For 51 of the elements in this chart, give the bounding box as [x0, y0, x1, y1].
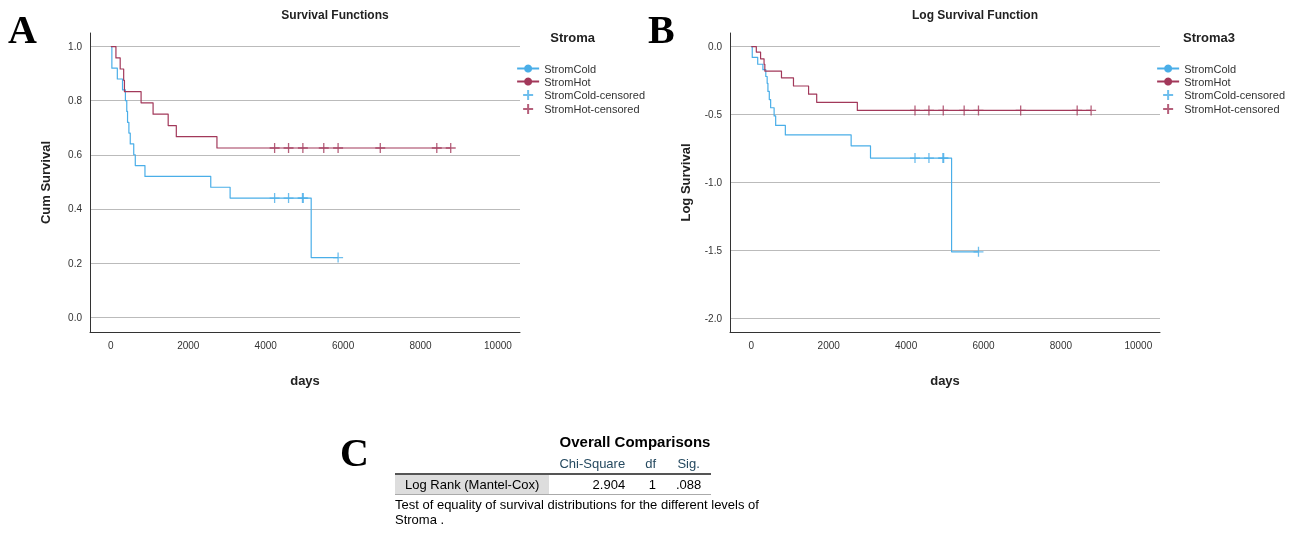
text: A [8, 6, 37, 53]
legend-label: StromCold [1184, 62, 1237, 75]
x-tick-label: 0 [748, 339, 755, 351]
y-tick-label: 0.4 [68, 203, 83, 215]
x-tick-label: 4000 [254, 339, 278, 351]
text: Test of equality of survival distributions for the different levels of Stroma . [395, 497, 760, 527]
chart-title: Survival Functions [281, 8, 389, 22]
y-tick-label: -2.0 [704, 312, 723, 324]
text: 2.904 [549, 474, 636, 495]
y-tick-label: -1.5 [704, 244, 723, 256]
x-tick-label: 8000 [409, 339, 433, 351]
y-axis-title: Log Survival [678, 143, 693, 222]
text: 1 [635, 474, 666, 495]
y-tick-label: 0.0 [68, 311, 83, 323]
y-tick-label: 0.0 [708, 41, 723, 53]
legend-label: StromCold-censored [1184, 89, 1285, 101]
y-tick-label: 0.6 [68, 149, 83, 161]
x-tick-label: 10000 [1124, 339, 1153, 351]
y-tick-label: 0.8 [68, 95, 83, 107]
legend-label: StromHot [1184, 75, 1231, 88]
legend-label: StromCold [544, 62, 597, 75]
text: Sig. [666, 454, 712, 474]
x-tick-label: 6000 [332, 339, 355, 351]
x-tick-label: 6000 [972, 339, 996, 351]
x-axis-title: days [290, 373, 320, 388]
y-tick-label: -0.5 [704, 109, 723, 121]
x-tick-label: 4000 [894, 339, 918, 351]
x-tick-label: 10000 [484, 339, 513, 351]
y-tick-label: -1.0 [704, 177, 723, 188]
x-axis-title: days [930, 373, 960, 388]
y-tick-label: 1.0 [68, 41, 83, 53]
text: C [340, 429, 369, 476]
x-tick-label: 8000 [1049, 339, 1073, 351]
y-tick-label: 0.2 [68, 257, 83, 269]
x-tick-label: 2000 [817, 339, 841, 351]
legend-label: StromHot [544, 75, 591, 88]
text: df [635, 454, 666, 474]
legend-title: Stroma3 [1182, 30, 1236, 45]
text: Log Rank (Mantel-Cox) [395, 474, 550, 495]
y-axis-title: Cum Survival [38, 140, 53, 225]
x-tick-label: 0 [108, 339, 115, 351]
text: B [648, 6, 675, 53]
legend-label: StromHot-censored [544, 103, 640, 115]
chart-title: Log Survival Function [911, 8, 1039, 22]
legend-label: StromCold-censored [544, 89, 645, 101]
text: Overall Comparisons [558, 433, 712, 450]
text: .088 [666, 474, 712, 495]
legend-title: Stroma [550, 30, 596, 45]
x-tick-label: 2000 [177, 339, 200, 351]
text: Chi-Square [549, 454, 636, 474]
legend-label: StromHot-censored [1184, 103, 1280, 115]
